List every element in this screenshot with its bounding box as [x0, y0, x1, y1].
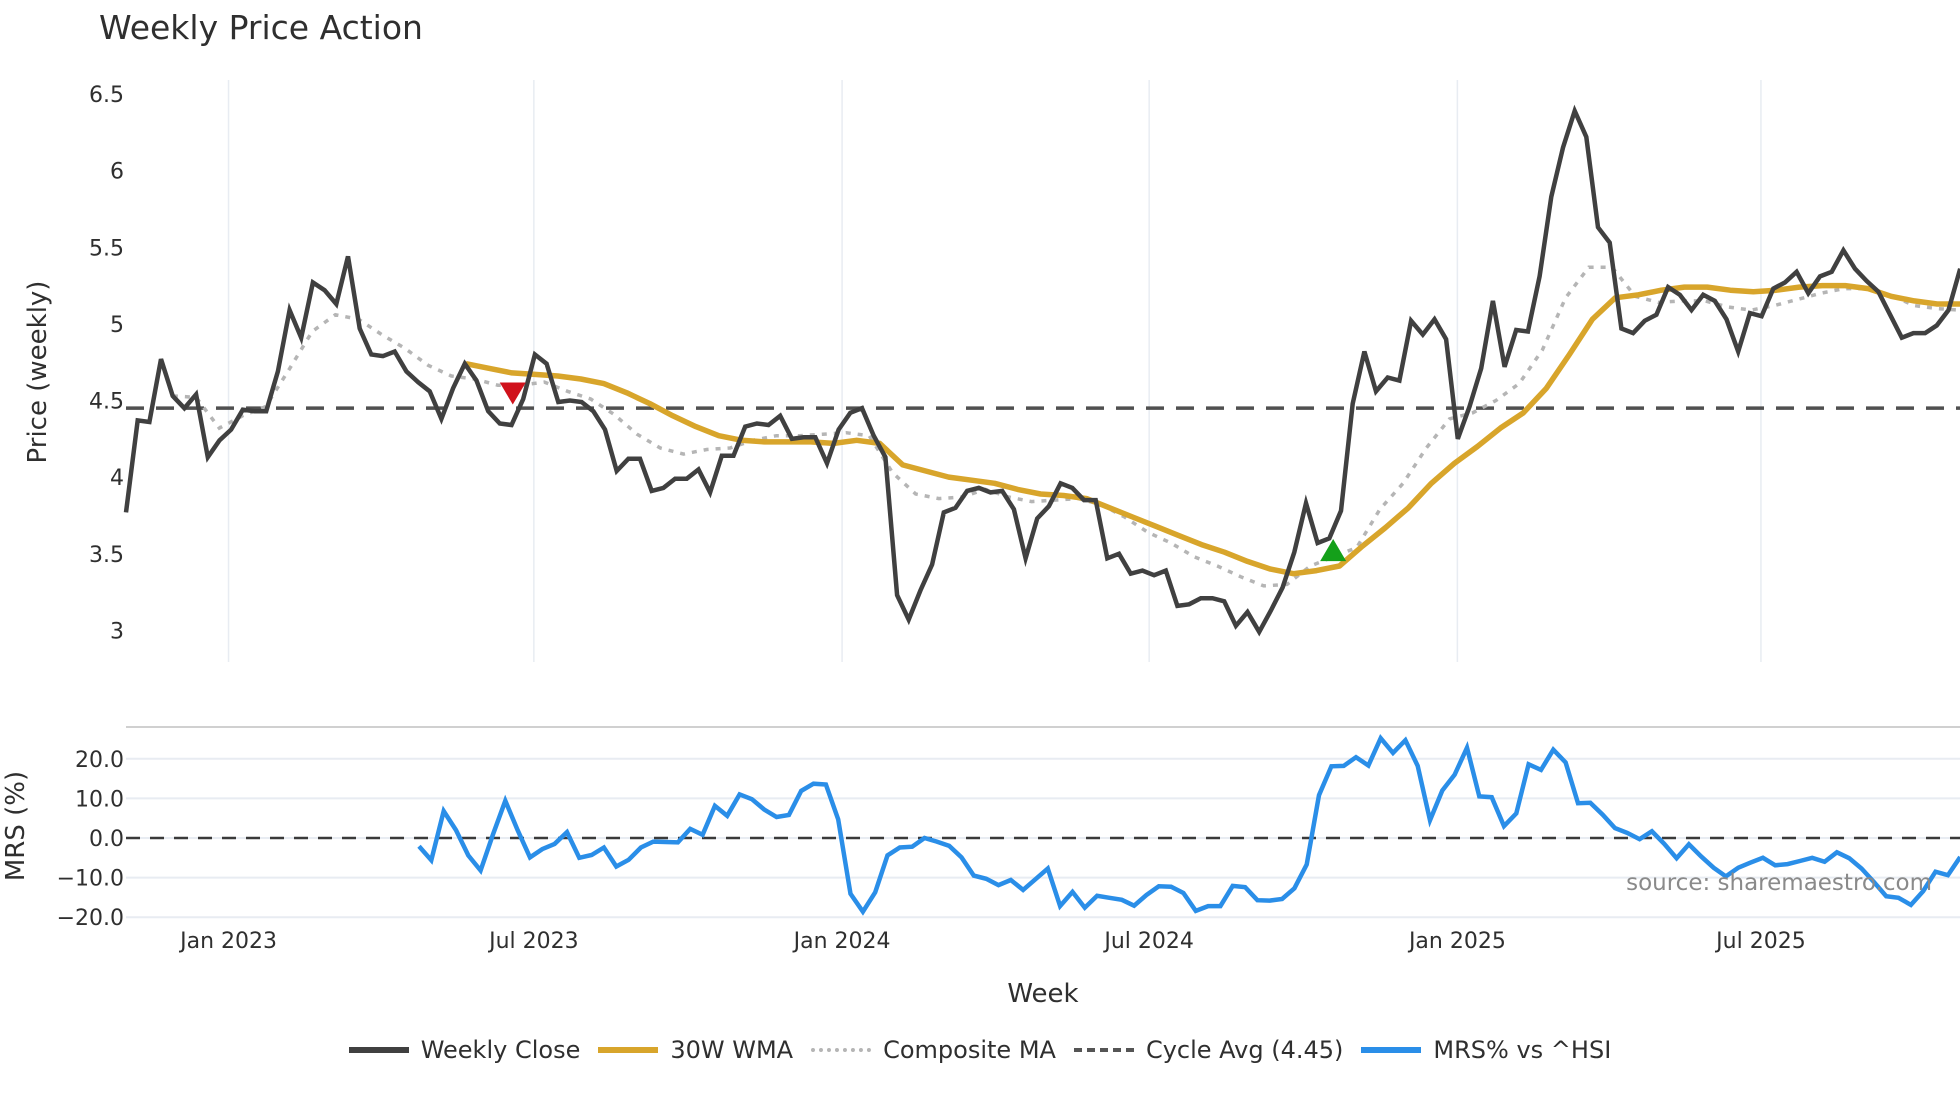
bearish-signal-triangle-down-icon [499, 382, 526, 405]
x-tick-label: Jan 2024 [792, 929, 891, 954]
mrs-horizontal-gridlines [126, 757, 1960, 919]
y-tick-label: 3.5 [89, 543, 124, 568]
legend-item-cycle-avg[interactable]: Cycle Avg (4.45) [1073, 1036, 1344, 1064]
y-tick-label: 6 [110, 160, 124, 185]
x-axis-title: Week [1007, 979, 1078, 1009]
y-tick-label: 5 [110, 313, 124, 338]
price-vertical-gridlines [227, 80, 1762, 662]
x-tick-label: Jul 2025 [1714, 929, 1806, 954]
mrs-y-axis-ticks: −20.0 −10.0 0.0 10.0 20.0 [57, 748, 124, 931]
mrs-y-tick-label: 20.0 [75, 748, 124, 773]
bullish-signal-triangle-up-icon [1320, 538, 1347, 562]
y-tick-label: 5.5 [89, 236, 124, 261]
legend-item-30w-wma[interactable]: 30W WMA [598, 1036, 793, 1064]
legend: Weekly Close 30W WMA Composite MA Cycle … [0, 1036, 1960, 1064]
legend-label: Cycle Avg (4.45) [1145, 1036, 1344, 1064]
mrs-y-tick-label: −10.0 [57, 867, 124, 892]
weekly-close-line [123, 104, 1960, 637]
mrs-y-axis-title: MRS (%) [1, 771, 31, 881]
mrs-y-tick-label: 0.0 [89, 827, 124, 852]
mrs-y-tick-label: 10.0 [75, 787, 124, 812]
y-tick-label: 3 [110, 619, 124, 644]
y-tick-label: 4 [110, 466, 124, 491]
mrs-y-tick-label: −20.0 [57, 906, 124, 931]
legend-item-weekly-close[interactable]: Weekly Close [348, 1036, 581, 1064]
x-tick-label: Jan 2023 [178, 929, 277, 954]
cycle-avg-swatch-icon [1073, 1048, 1134, 1052]
legend-label: 30W WMA [670, 1036, 794, 1064]
legend-item-mrs[interactable]: MRS% vs ^HSI [1361, 1036, 1611, 1064]
price-y-axis-title: Price (weekly) [23, 281, 53, 464]
x-axis-ticks: Jan 2023 Jul 2023 Jan 2024 Jul 2024 Jan 2025… [178, 929, 1806, 954]
legend-label: Weekly Close [420, 1036, 581, 1064]
price-y-axis-ticks: 3 3.5 4 4.5 5 5.5 6 6.5 [89, 83, 124, 644]
mrs-swatch-icon [1361, 1047, 1422, 1053]
composite-ma-line [172, 265, 1960, 588]
y-tick-label: 6.5 [89, 83, 124, 108]
chart-title: Weekly Price Action [99, 8, 423, 47]
x-tick-label: Jan 2025 [1407, 929, 1506, 954]
mrs-line [417, 734, 1960, 916]
legend-label: MRS% vs ^HSI [1433, 1036, 1612, 1064]
y-tick-label: 4.5 [89, 390, 124, 415]
wma-30w-line [465, 282, 1960, 577]
legend-label: Composite MA [883, 1036, 1056, 1064]
wma-swatch-icon [598, 1047, 659, 1053]
x-tick-label: Jul 2023 [487, 929, 579, 954]
composite-ma-swatch-icon [811, 1048, 872, 1052]
legend-item-composite-ma[interactable]: Composite MA [811, 1036, 1056, 1064]
weekly-close-swatch-icon [348, 1047, 409, 1053]
signal-markers [499, 382, 1347, 562]
source-watermark: source: sharemaestro.com [1626, 870, 1932, 896]
x-tick-label: Jul 2024 [1102, 929, 1194, 954]
